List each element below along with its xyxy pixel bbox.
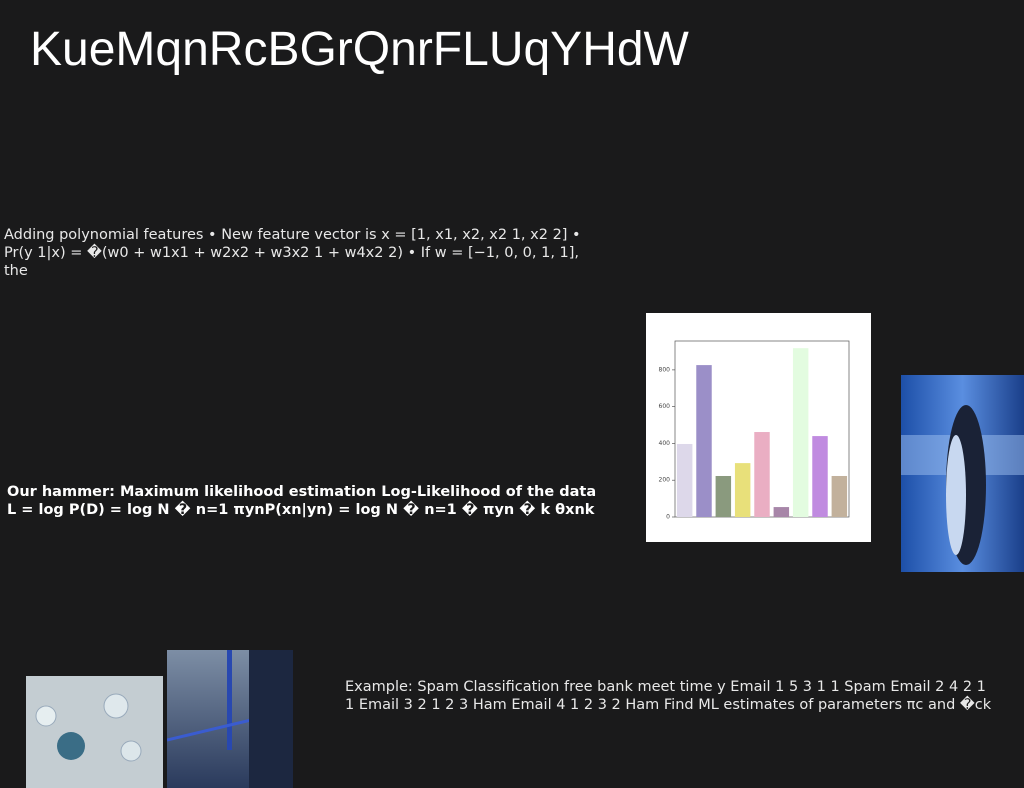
paragraph: Adding polynomial features • New feature…	[4, 227, 581, 279]
bar	[792, 348, 809, 517]
y-tick-label: 200	[659, 477, 671, 484]
bar	[812, 436, 828, 517]
bar	[754, 432, 770, 517]
y-tick-label: 0	[666, 514, 670, 521]
example-text: Example: Spam Classification free bank m…	[345, 679, 992, 713]
y-tick-label: 400	[659, 440, 671, 447]
bar	[734, 463, 751, 517]
y-tick-label: 800	[659, 366, 671, 373]
bar	[696, 365, 712, 517]
photo-bridge	[167, 650, 293, 788]
y-tick-label: 600	[659, 403, 671, 410]
bar	[773, 507, 790, 517]
bar	[676, 443, 693, 517]
bar	[715, 475, 732, 517]
photo-train	[901, 375, 1024, 572]
chart-image: 0 200 400 600 800	[646, 313, 871, 542]
photo-table	[26, 676, 163, 788]
bar	[831, 475, 848, 517]
bold-text: Our hammer: Maximum likelihood estimatio…	[7, 484, 597, 518]
title: KueMqnRcBGrQnrFLUqYHdW	[30, 23, 689, 76]
